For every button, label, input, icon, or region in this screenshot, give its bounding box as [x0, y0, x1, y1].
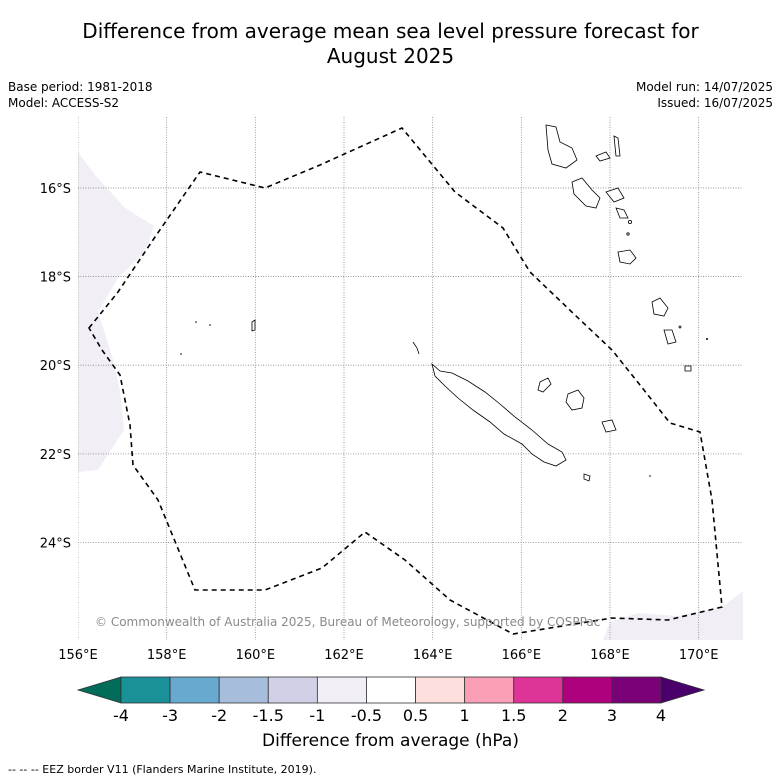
reef-dot-1 [195, 321, 197, 323]
ambae-island [595, 151, 611, 162]
title-line-2: August 2025 [326, 44, 455, 68]
model-info: Base period: 1981-2018 Model: ACCESS-S2 [8, 79, 153, 111]
colorbar-segment [464, 676, 515, 704]
tanna-island [663, 329, 677, 345]
colorbar-segment [218, 676, 269, 704]
espiritu-santo-island [545, 124, 578, 169]
colorbar-tick-labels: -4 -3 -2 -1.5 -1 -0.5 0.5 1 1.5 2 3 4 [113, 706, 666, 725]
erromango-island [651, 297, 669, 317]
colorbar-segment [366, 676, 416, 704]
anomaly-region-southeast [603, 591, 743, 640]
colorbar-segment [120, 676, 171, 704]
colorbar-label: Difference from average (hPa) [262, 731, 519, 751]
malakula-island [571, 177, 601, 209]
latitude-tick-label: 24°S [40, 536, 71, 551]
colorbar-segment [562, 676, 613, 704]
colorbar-tick-label: -1.5 [253, 706, 284, 725]
ouvea-island [537, 377, 552, 393]
eez-footnote: -- -- -- EEZ border V11 (Flanders Marine… [8, 763, 317, 776]
colorbar-segment [267, 676, 318, 704]
colorbar-tick-label: 3 [607, 706, 617, 725]
epi-island [615, 207, 629, 219]
new-caledonia-island [431, 362, 567, 467]
colorbar-segment [415, 676, 466, 704]
colorbar-segment [316, 676, 367, 704]
mare-island [601, 419, 617, 433]
colorbar-segment [513, 676, 564, 704]
aneityum-island [684, 365, 692, 372]
colorbar-tick-label: 2 [558, 706, 568, 725]
anomaly-region-west [78, 152, 154, 472]
aniwa-island [678, 325, 682, 329]
longitude-tick-label: 166°E [502, 648, 542, 663]
longitude-tick-label: 160°E [236, 648, 276, 663]
colorbar-tick-label: 1 [460, 706, 470, 725]
latitude-labels: 16°S 18°S 20°S 22°S 24°S [40, 182, 71, 552]
longitude-tick-label: 162°E [324, 648, 364, 663]
colorbar-tick-label: 4 [656, 706, 666, 725]
longitude-tick-label: 168°E [590, 648, 630, 663]
longitude-tick-label: 156°E [58, 648, 98, 663]
run-info: Model run: 14/07/2025 Issued: 16/07/2025 [636, 79, 773, 111]
maewo-island [613, 135, 621, 157]
latitude-tick-label: 22°S [40, 448, 71, 463]
colorbar-over-triangle [660, 676, 706, 704]
colorbar-tick-label: -0.5 [351, 706, 382, 725]
graticule [78, 117, 743, 640]
title-line-1: Difference from average mean sea level p… [82, 19, 699, 43]
eez-border [88, 127, 723, 635]
issued-date: Issued: 16/07/2025 [657, 96, 773, 110]
chesterfield-reef [251, 319, 256, 332]
reef-dot-3 [180, 353, 182, 355]
walpole-island [649, 475, 651, 477]
lifou-island [565, 389, 585, 411]
colorbar-tick-label: -1 [309, 706, 325, 725]
colorbar [76, 676, 706, 704]
shepherd-islet-1 [628, 219, 633, 224]
longitude-labels: 156°E 158°E 160°E 162°E 164°E 166°E 168°E 170°E [58, 648, 718, 663]
base-period: Base period: 1981-2018 [8, 80, 153, 94]
model-run-date: Model run: 14/07/2025 [635, 80, 773, 94]
model-name: Model: ACCESS-S2 [8, 96, 120, 110]
shepherd-islet-2 [626, 232, 630, 236]
colorbar-tick-label: -3 [162, 706, 178, 725]
latitude-tick-label: 20°S [40, 359, 71, 374]
colorbar-tick-label: 0.5 [403, 706, 428, 725]
longitude-tick-label: 170°E [679, 648, 719, 663]
longitude-tick-label: 164°E [413, 648, 453, 663]
map-frame [78, 117, 743, 640]
copyright-notice: © Commonwealth of Australia 2025, Bureau… [95, 615, 600, 629]
colorbar-under-triangle [76, 676, 122, 704]
colorbar-tick-label: 1.5 [501, 706, 526, 725]
map-title: Difference from average mean sea level p… [0, 19, 781, 69]
map-canvas: © Commonwealth of Australia 2025, Bureau… [78, 117, 743, 640]
latitude-tick-label: 18°S [40, 271, 71, 286]
longitude-tick-label: 158°E [147, 648, 187, 663]
belep-islands [412, 341, 420, 355]
futuna-island [706, 338, 708, 340]
efate-island [617, 249, 637, 265]
colorbar-segment [169, 676, 220, 704]
ile-des-pins [583, 473, 591, 482]
pentecost-ambrym-islands [605, 187, 625, 203]
colorbar-segment [611, 676, 662, 704]
colorbar-tick-label: -4 [113, 706, 129, 725]
latitude-tick-label: 16°S [40, 182, 71, 197]
colorbar-tick-label: -2 [211, 706, 227, 725]
reef-dot-2 [209, 324, 211, 326]
